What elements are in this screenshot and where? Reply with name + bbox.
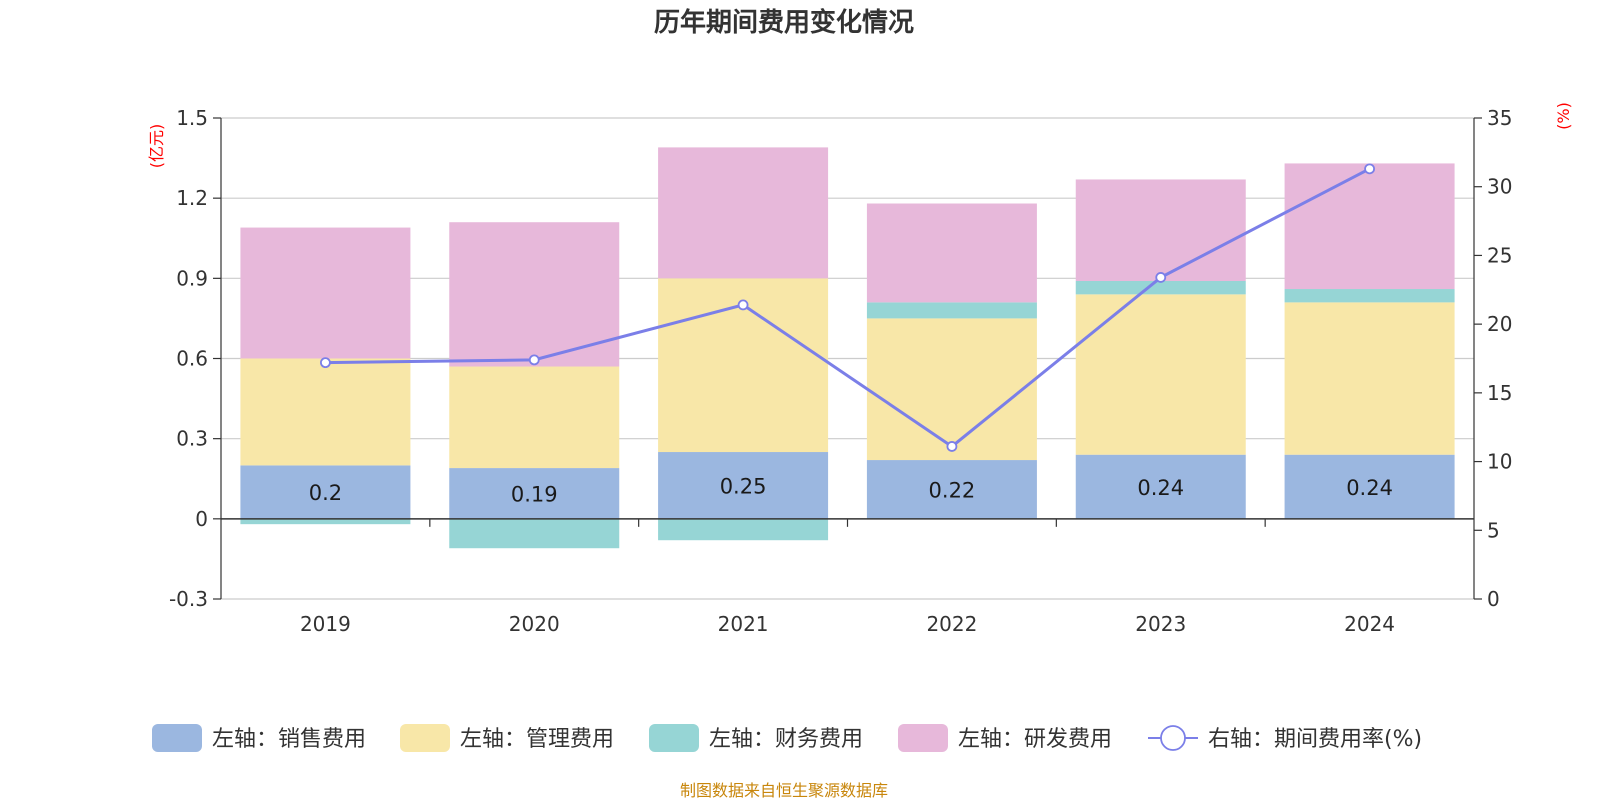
right-tick-label: 25 xyxy=(1487,243,1512,267)
left-tick-label: 1.2 xyxy=(176,186,208,210)
rate-point xyxy=(528,354,540,366)
legend-label: 左轴：管理费用 xyxy=(460,727,614,752)
right-tick-label: 35 xyxy=(1487,106,1512,130)
bar-segment xyxy=(1075,179,1246,282)
legend-label: 左轴：销售费用 xyxy=(212,727,366,752)
bar-segment xyxy=(449,518,620,549)
rate-line-path xyxy=(325,167,1371,449)
category-label: 2020 xyxy=(509,612,560,636)
legend[interactable]: 左轴：销售费用 左轴：管理费用 左轴：财务费用 左轴：研发费用 右轴：期间费用率(%) xyxy=(152,724,1422,752)
legend-item[interactable]: 左轴：管理费用 xyxy=(400,724,614,752)
data-label: 0.22 xyxy=(929,478,976,502)
category-label: 2024 xyxy=(1344,612,1395,636)
legend-item[interactable]: 右轴：期间费用率(%) xyxy=(1148,725,1422,752)
legend-item[interactable]: 左轴：研发费用 xyxy=(898,724,1112,752)
bar-segment xyxy=(1284,302,1455,455)
bar-segment xyxy=(1284,289,1455,303)
bar-segment xyxy=(866,318,1037,461)
left-axis-unit: (亿元) xyxy=(147,124,166,169)
data-label: 0.25 xyxy=(720,474,767,498)
legend-item[interactable]: 左轴：财务费用 xyxy=(649,724,863,752)
left-tick-label: -0.3 xyxy=(169,587,208,611)
bar-segment xyxy=(240,465,411,519)
bar-segment xyxy=(449,468,620,519)
grid xyxy=(221,117,1474,600)
right-axis-unit: (%) xyxy=(1554,102,1573,130)
chart-title: 历年期间费用变化情况 xyxy=(654,7,914,38)
bar-segment xyxy=(1075,281,1246,295)
right-tick-label: 20 xyxy=(1487,312,1512,336)
bar-segment xyxy=(240,358,411,466)
bar-segment xyxy=(1075,294,1246,455)
rate-point xyxy=(1155,272,1167,283)
bars xyxy=(240,147,1455,549)
bar-segment xyxy=(240,518,411,525)
left-tick-label: 1.5 xyxy=(176,106,208,130)
left-tick-label: 0.9 xyxy=(176,266,208,290)
category-label: 2022 xyxy=(926,612,977,636)
bar-segment xyxy=(1075,454,1246,519)
legend-swatch xyxy=(649,724,699,752)
legend-item[interactable]: 左轴：销售费用 xyxy=(152,724,366,752)
right-tick-label: 30 xyxy=(1487,175,1512,199)
bar-segment xyxy=(866,302,1037,319)
bar-segment xyxy=(658,452,829,519)
category-label: 2021 xyxy=(718,612,769,636)
bar-segment xyxy=(658,147,829,279)
bar-segment xyxy=(866,460,1037,519)
rate-point xyxy=(946,441,958,452)
rate-line xyxy=(320,163,1375,452)
bar-segment xyxy=(658,518,829,541)
axes: -0.3 0 0.3 0.6 0.9 1.2 1.5 0 5 10 15 20 25 30 35 2019 20… xyxy=(169,106,1512,636)
data-label: 0.24 xyxy=(1346,476,1393,500)
left-tick-label: 0 xyxy=(195,507,208,531)
legend-swatch xyxy=(898,724,948,752)
data-label: 0.24 xyxy=(1137,476,1184,500)
bar-segment xyxy=(1284,163,1455,290)
data-label: 0.2 xyxy=(309,481,342,505)
legend-swatch xyxy=(400,724,450,752)
bar-segment xyxy=(1284,454,1455,519)
bar-segment xyxy=(449,366,620,469)
bar-segment xyxy=(866,203,1037,303)
legend-label: 左轴：研发费用 xyxy=(958,727,1112,752)
right-tick-label: 10 xyxy=(1487,450,1512,474)
legend-swatch xyxy=(152,724,202,752)
legend-marker xyxy=(1160,725,1186,751)
right-tick-label: 5 xyxy=(1487,518,1500,542)
bar-segment xyxy=(449,222,620,367)
category-label: 2023 xyxy=(1135,612,1186,636)
right-tick-label: 0 xyxy=(1487,587,1500,611)
right-tick-label: 15 xyxy=(1487,381,1512,405)
left-tick-label: 0.6 xyxy=(176,347,208,371)
left-tick-label: 0.3 xyxy=(176,427,208,451)
bar-labels: 0.2 0.19 0.25 0.22 0.24 0.24 xyxy=(309,474,1393,506)
rate-point xyxy=(1364,163,1375,175)
category-label: 2019 xyxy=(300,612,351,636)
bar-segment xyxy=(240,227,411,359)
source-note: 制图数据来自恒生聚源数据库 xyxy=(680,781,888,800)
legend-label: 右轴：期间费用率(%) xyxy=(1208,727,1422,752)
rate-point xyxy=(737,299,749,311)
rate-point xyxy=(320,357,331,369)
legend-label: 左轴：财务费用 xyxy=(709,727,863,752)
data-label: 0.19 xyxy=(511,482,558,506)
